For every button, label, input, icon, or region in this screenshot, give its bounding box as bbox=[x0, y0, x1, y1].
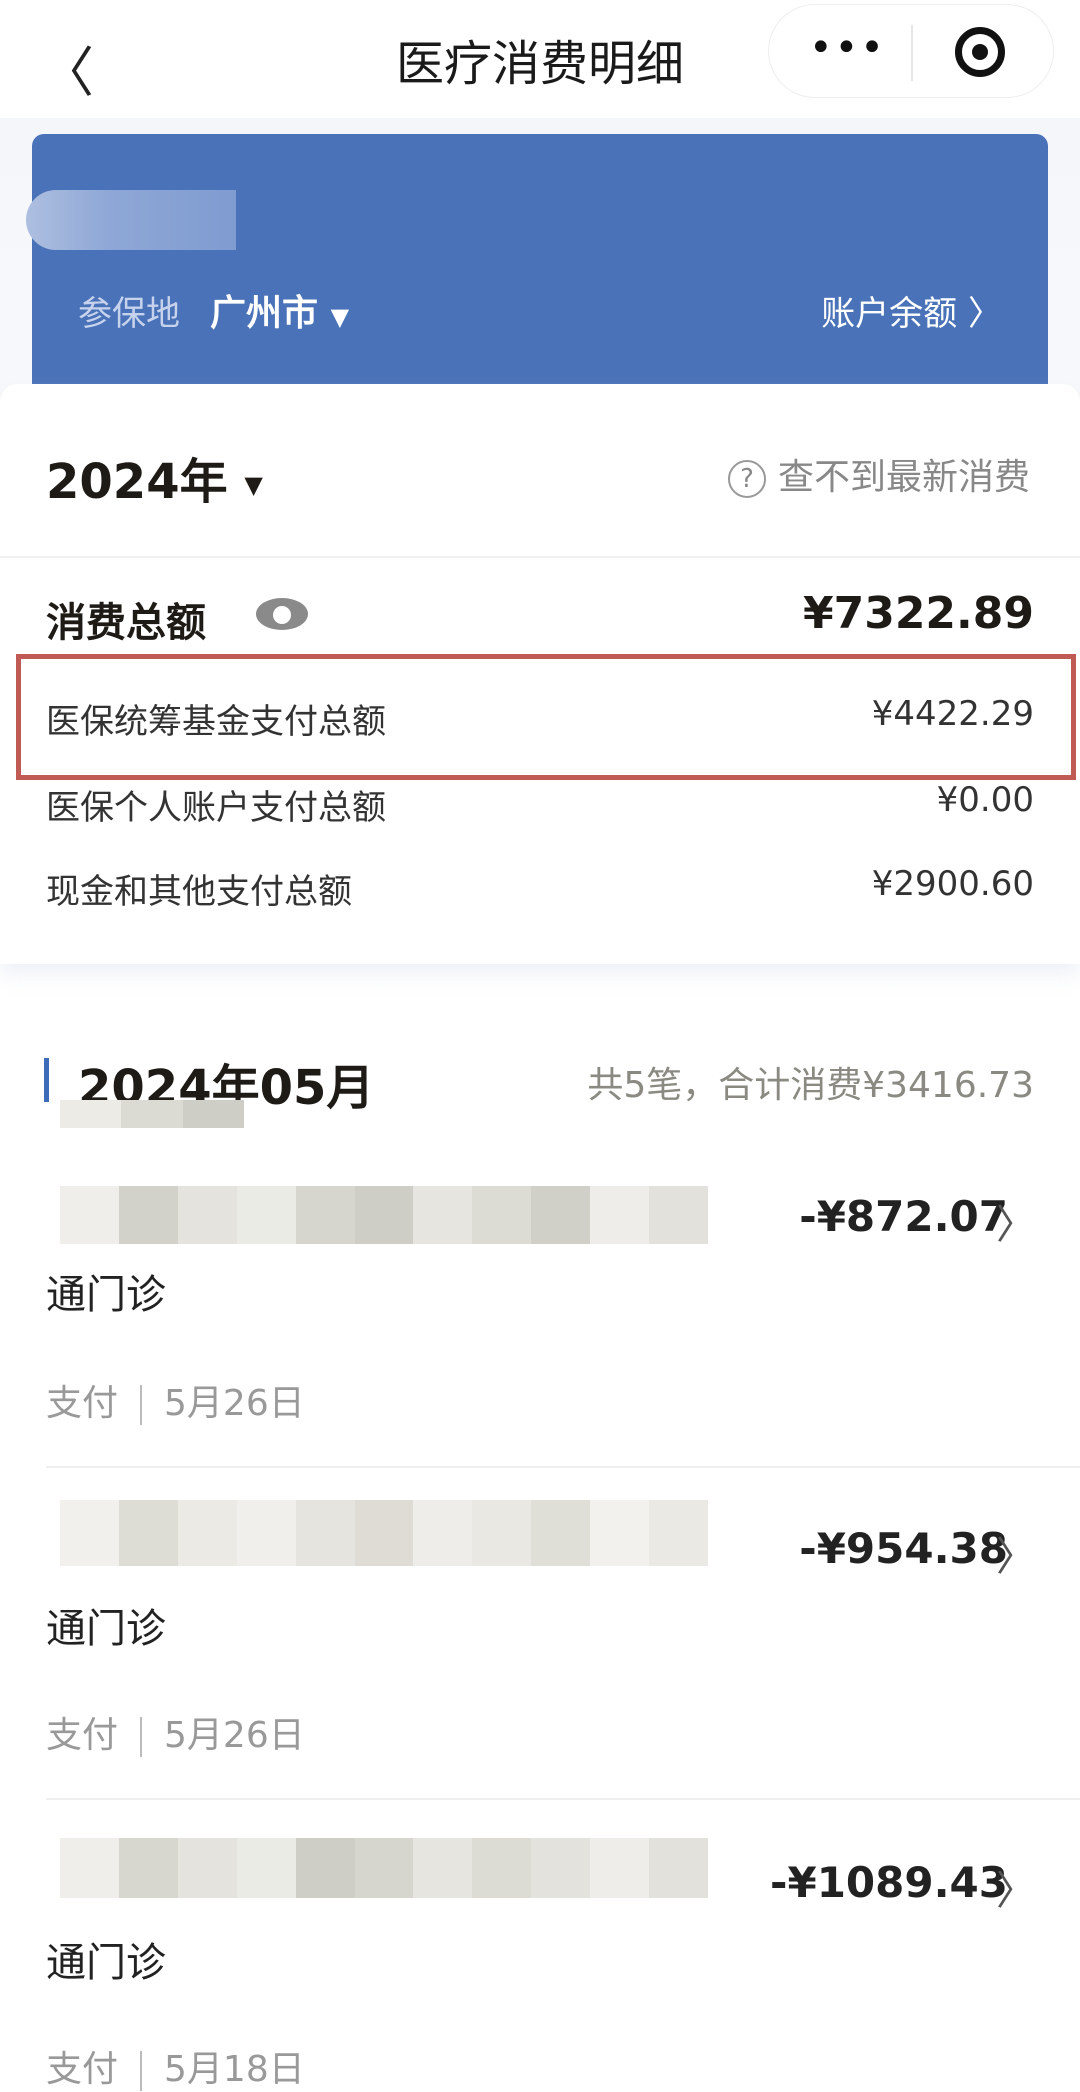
total-value: ¥7322.89 bbox=[802, 588, 1034, 639]
eye-icon[interactable] bbox=[256, 598, 308, 630]
month-summary: 共5笔，合计消费¥3416.73 bbox=[587, 1065, 1034, 1106]
item-meta: 支付 5月26日 bbox=[46, 1706, 305, 1758]
blurred-hospital-name bbox=[60, 1500, 708, 1566]
item-meta: 支付 5月18日 bbox=[46, 2040, 305, 2092]
highlight-box bbox=[16, 654, 1076, 780]
fund-payment-label: 医保统筹基金支付总额 bbox=[46, 702, 386, 742]
blurred-hospital-name bbox=[60, 1838, 708, 1898]
separator bbox=[140, 2051, 143, 2091]
divider bbox=[46, 1466, 1080, 1468]
cash-other-value: ¥2900.60 bbox=[871, 864, 1034, 904]
cash-other-label: 现金和其他支付总额 bbox=[46, 872, 352, 912]
page-title: 医疗消费明细 bbox=[395, 36, 684, 92]
caret-down-icon: ▼ bbox=[244, 471, 263, 499]
item-status: 支付 bbox=[46, 1715, 119, 1756]
chevron-right-icon[interactable]: 〉 bbox=[996, 1534, 1036, 1580]
nav-bar: 〈 医疗消费明细 ••• bbox=[0, 0, 1080, 118]
total-label: 消费总额 bbox=[46, 600, 206, 646]
item-type: 通门诊 bbox=[46, 1272, 166, 1318]
personal-account-label: 医保个人账户支付总额 bbox=[46, 788, 386, 828]
month-accent-bar bbox=[44, 1058, 49, 1102]
item-amount[interactable]: -¥1089.43 bbox=[770, 1858, 1008, 1907]
divider bbox=[46, 1798, 1080, 1800]
insurance-banner bbox=[32, 134, 1048, 404]
separator bbox=[140, 1717, 143, 1757]
personal-account-value: ¥0.00 bbox=[936, 780, 1034, 820]
item-date: 5月26日 bbox=[164, 1383, 305, 1424]
fund-payment-value: ¥4422.29 bbox=[871, 694, 1034, 734]
help-text: 查不到最新消费 bbox=[777, 457, 1030, 498]
more-icon[interactable]: ••• bbox=[809, 25, 886, 71]
missing-consumption-help[interactable]: ? 查不到最新消费 bbox=[727, 448, 1030, 500]
item-meta: 支付 5月26日 bbox=[46, 1374, 305, 1426]
city-selector[interactable]: 广州市 ▼ bbox=[210, 284, 349, 336]
question-icon: ? bbox=[727, 460, 766, 498]
chevron-right-icon[interactable]: 〉 bbox=[996, 1868, 1036, 1914]
capsule-divider bbox=[911, 25, 913, 81]
item-amount[interactable]: -¥872.07 bbox=[799, 1192, 1008, 1241]
year-label: 2024年 bbox=[46, 454, 228, 510]
blurred-name bbox=[26, 190, 236, 250]
item-type: 通门诊 bbox=[46, 1940, 166, 1986]
item-amount[interactable]: -¥954.38 bbox=[799, 1524, 1008, 1573]
summary-card bbox=[0, 384, 1080, 964]
item-date: 5月18日 bbox=[164, 2049, 305, 2090]
mini-program-capsule: ••• bbox=[768, 4, 1054, 98]
item-status: 支付 bbox=[46, 2049, 119, 2090]
year-selector[interactable]: 2024年 ▼ bbox=[46, 442, 263, 512]
chevron-right-icon[interactable]: 〉 bbox=[996, 1202, 1036, 1248]
item-status: 支付 bbox=[46, 1383, 119, 1424]
location-label: 参保地 bbox=[78, 294, 180, 334]
back-icon[interactable]: 〈 bbox=[40, 41, 94, 104]
caret-down-icon: ▼ bbox=[330, 303, 350, 331]
account-balance-link[interactable]: 账户余额 〉 bbox=[821, 294, 1002, 334]
item-type: 通门诊 bbox=[46, 1606, 166, 1652]
separator bbox=[140, 1385, 143, 1425]
close-target-icon[interactable] bbox=[955, 27, 1005, 77]
blurred-text bbox=[60, 1100, 244, 1128]
item-date: 5月26日 bbox=[164, 1715, 305, 1756]
blurred-hospital-name bbox=[60, 1186, 708, 1244]
city-name: 广州市 bbox=[210, 293, 319, 334]
divider bbox=[0, 556, 1080, 558]
